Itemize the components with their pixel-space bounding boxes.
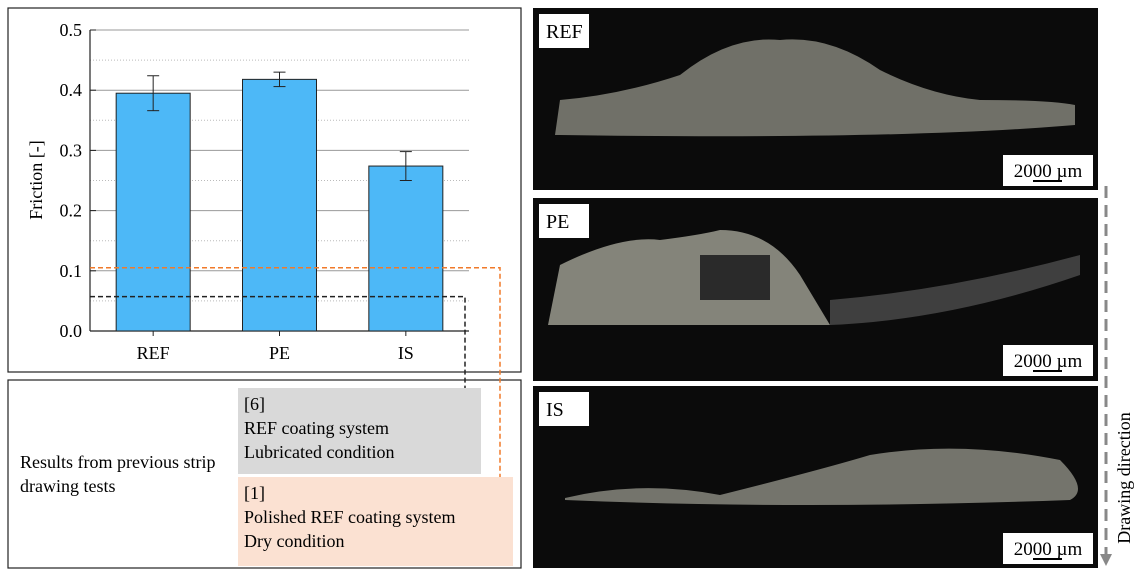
reference-text: Polished REF coating system [244, 507, 456, 527]
chart-frame [7, 7, 522, 373]
scale-label: 2000 µm [1014, 161, 1083, 182]
image-label: REF [546, 21, 583, 43]
citation: [6] [244, 394, 265, 414]
reference-text: Dry condition [244, 531, 345, 551]
image-label: PE [546, 211, 569, 233]
image-ref [533, 8, 1098, 190]
reference-line [90, 267, 501, 477]
arrow-label: Drawing direction [1114, 412, 1134, 543]
error-bar [273, 71, 286, 88]
reference-line [90, 295, 466, 388]
x-tick-label: IS [398, 343, 414, 363]
image-label: IS [546, 399, 564, 421]
y-axis-label: Friction [-] [26, 140, 46, 219]
bar [115, 92, 191, 332]
scale-label: 2000 µm [1014, 539, 1083, 560]
bar [242, 78, 317, 332]
y-tick-label: 0.4 [60, 80, 83, 100]
legend-title: Results from previous strip drawing test… [20, 452, 216, 496]
reference-text: Lubricated condition [244, 442, 395, 462]
error-bar [147, 75, 160, 112]
y-tick-label: 0.0 [60, 321, 83, 341]
bar [368, 165, 444, 332]
reference-box: [1] Polished REF coating system Dry condit… [238, 477, 513, 566]
y-tick-label: 0.5 [60, 20, 83, 40]
citation: [1] [244, 483, 265, 503]
legend-frame [7, 379, 522, 569]
error-bar [399, 151, 412, 181]
y-tick-label: 0.2 [60, 201, 83, 221]
arrow-head [1100, 554, 1112, 566]
image-label-box [539, 204, 589, 238]
x-tick-label: PE [269, 343, 290, 363]
x-tick-label: REF [137, 343, 170, 363]
image-label-box [539, 14, 589, 48]
image-label-box [539, 392, 589, 426]
reference-box: [6] REF coating system Lubricated conditio… [238, 388, 481, 474]
y-tick-label: 0.1 [60, 261, 83, 281]
y-tick-label: 0.3 [60, 140, 83, 160]
scale-label: 2000 µm [1014, 351, 1083, 372]
reference-text: REF coating system [244, 418, 389, 438]
